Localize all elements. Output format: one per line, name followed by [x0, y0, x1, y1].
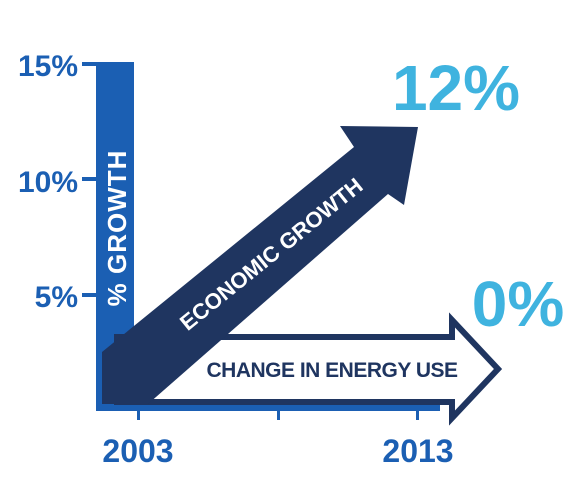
economic-growth-arrow: [102, 126, 418, 404]
x-tick-end: [416, 410, 419, 420]
energy-use-series-label: CHANGE IN ENERGY USE: [207, 359, 458, 382]
x-tick-start: [137, 410, 140, 420]
economic-growth-series-label: ECONOMIC GROWTH: [175, 173, 367, 335]
y-tick-label-10: 10%: [18, 166, 78, 199]
y-tick-label-15: 15%: [18, 50, 78, 83]
x-axis-line: [96, 404, 440, 411]
y-tick-5: [82, 293, 96, 297]
economic-growth-end-value: 12%: [392, 52, 520, 124]
x-category-label-2003: 2003: [102, 433, 173, 469]
y-tick-15: [82, 62, 96, 66]
x-tick-mid: [277, 410, 280, 420]
x-category-label-2013: 2013: [382, 433, 453, 469]
y-axis-label: % GROWTH: [102, 150, 132, 307]
y-tick-10: [82, 177, 96, 181]
energy-use-end-value: 0%: [472, 268, 565, 340]
y-tick-label-5: 5%: [35, 281, 78, 314]
